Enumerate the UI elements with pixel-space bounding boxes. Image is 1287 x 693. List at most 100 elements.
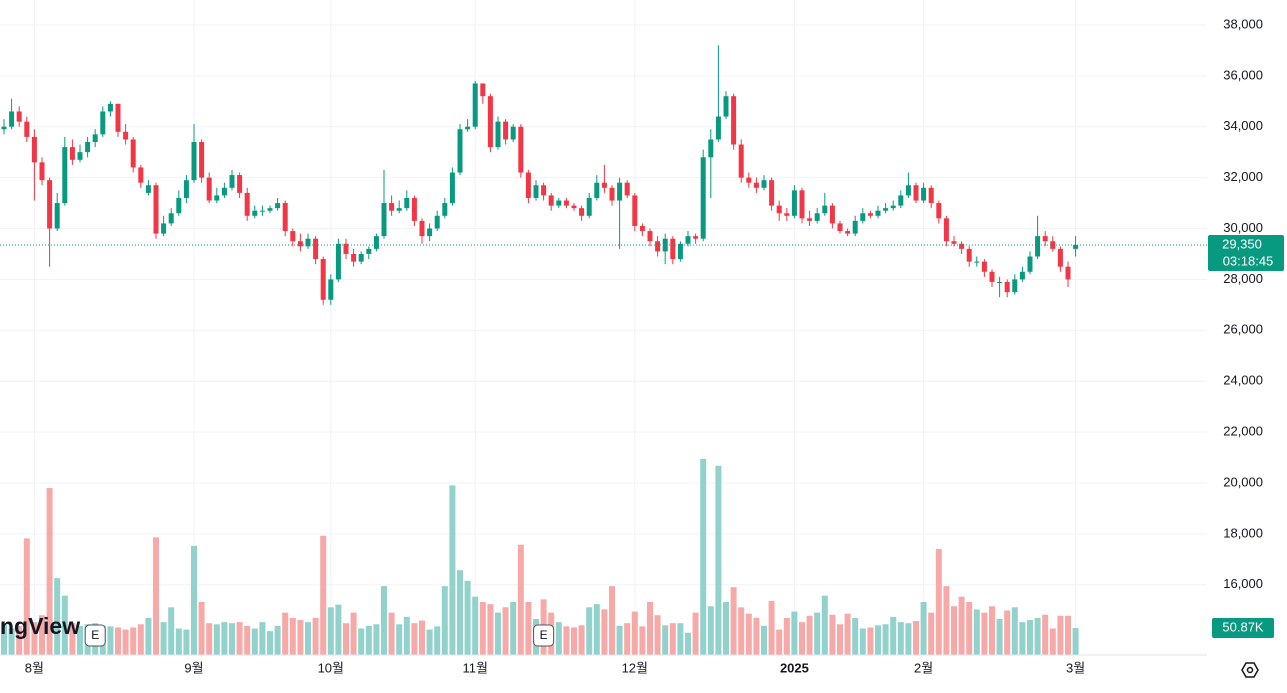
candle-body — [541, 185, 547, 196]
volume-bar — [39, 615, 45, 655]
volume-bar — [115, 627, 121, 655]
volume-bar — [669, 623, 676, 655]
volume-bar — [951, 606, 957, 655]
candle-body — [905, 185, 911, 196]
volume-bar — [761, 625, 767, 655]
volume-bar — [859, 628, 866, 655]
candle-body — [123, 131, 129, 140]
volume-bar — [221, 622, 228, 655]
candle-body — [282, 203, 288, 232]
countdown: 03:18:45 — [1223, 253, 1274, 268]
candle-body — [951, 241, 957, 244]
volume-bar — [647, 602, 653, 655]
volume-bar — [183, 629, 190, 655]
volume-bar — [715, 465, 722, 655]
volume-bar — [601, 609, 608, 655]
y-tick-label: 28,000 — [1223, 271, 1263, 286]
volume-bar — [69, 623, 76, 655]
candle-body — [708, 139, 714, 158]
candle-body — [883, 208, 889, 211]
x-tick-label: 12월 — [622, 660, 648, 675]
candle-body — [389, 203, 395, 211]
candle-body — [259, 210, 265, 212]
candle-body — [107, 103, 113, 112]
candle-body — [229, 175, 235, 188]
candle-body — [252, 210, 258, 216]
candle-body — [829, 205, 835, 224]
event-marker-label: E — [540, 628, 548, 642]
candle-body — [639, 225, 645, 232]
volume-bar — [639, 626, 646, 655]
volume-bar — [700, 458, 707, 655]
candle-body — [761, 180, 767, 188]
candle-body — [419, 220, 425, 237]
candle-body — [723, 96, 729, 117]
volume-bar — [343, 623, 349, 655]
volume-bar — [935, 549, 942, 655]
candle-body — [898, 195, 904, 206]
event-marker-label: E — [91, 628, 99, 642]
candle-body — [738, 144, 744, 178]
volume-bar — [1011, 607, 1018, 655]
volume-bar — [1027, 620, 1033, 655]
candle-body — [845, 231, 851, 234]
candle-body — [921, 187, 927, 201]
volume-bar — [145, 617, 152, 655]
volume-bar — [875, 625, 881, 655]
candle-body — [518, 126, 524, 173]
y-tick-label: 18,000 — [1223, 525, 1263, 540]
volume-bar — [419, 620, 425, 655]
candle-body — [244, 192, 250, 216]
candle-body — [434, 215, 440, 229]
candle-body — [966, 248, 972, 262]
candle-body — [776, 205, 782, 214]
candle-body — [617, 182, 623, 201]
x-tick-label: 2025 — [780, 660, 809, 675]
candle-body — [860, 213, 866, 221]
volume-bar — [464, 580, 471, 655]
candle-body — [715, 116, 721, 140]
settings-icon[interactable] — [1241, 662, 1259, 678]
volume-bar — [312, 617, 319, 655]
candle-body — [807, 218, 813, 221]
volume-bar — [966, 602, 973, 655]
candle-body — [100, 111, 106, 135]
volume-bar — [753, 617, 760, 655]
candle-body — [275, 203, 281, 209]
volume-bar — [624, 623, 631, 655]
x-tick-label: 2월 — [914, 660, 933, 675]
candle-body — [1019, 271, 1025, 280]
candle-body — [814, 213, 820, 221]
volume-bar — [213, 624, 220, 655]
candle-body — [1027, 256, 1033, 272]
candle-body — [799, 190, 805, 219]
volume-bar — [799, 622, 805, 655]
volume-bar — [426, 629, 433, 655]
volume-bar — [791, 611, 798, 655]
candle-body — [890, 205, 896, 209]
candle-body — [503, 121, 509, 140]
candle-body — [24, 121, 30, 137]
candle-body — [586, 197, 592, 216]
volume-bar — [289, 617, 296, 655]
volume-bar — [852, 617, 859, 655]
volume-bar — [229, 623, 235, 655]
grid — [0, 0, 1207, 655]
volume-bar — [274, 625, 281, 655]
candle-body — [145, 185, 151, 193]
volume-bar — [517, 544, 524, 655]
candle-body — [594, 182, 600, 198]
volume-bar — [244, 625, 251, 655]
candle-layer — [0, 45, 1207, 305]
volume-bar — [578, 625, 585, 655]
candle-body — [62, 147, 68, 204]
candle-body — [525, 172, 531, 198]
volume-bar — [502, 607, 509, 655]
volume-bar — [472, 596, 479, 655]
candle-body — [677, 243, 683, 260]
volume-bar — [320, 535, 327, 655]
volume-bar — [525, 602, 532, 655]
candle-body — [442, 203, 448, 216]
candle-body — [1073, 245, 1079, 249]
